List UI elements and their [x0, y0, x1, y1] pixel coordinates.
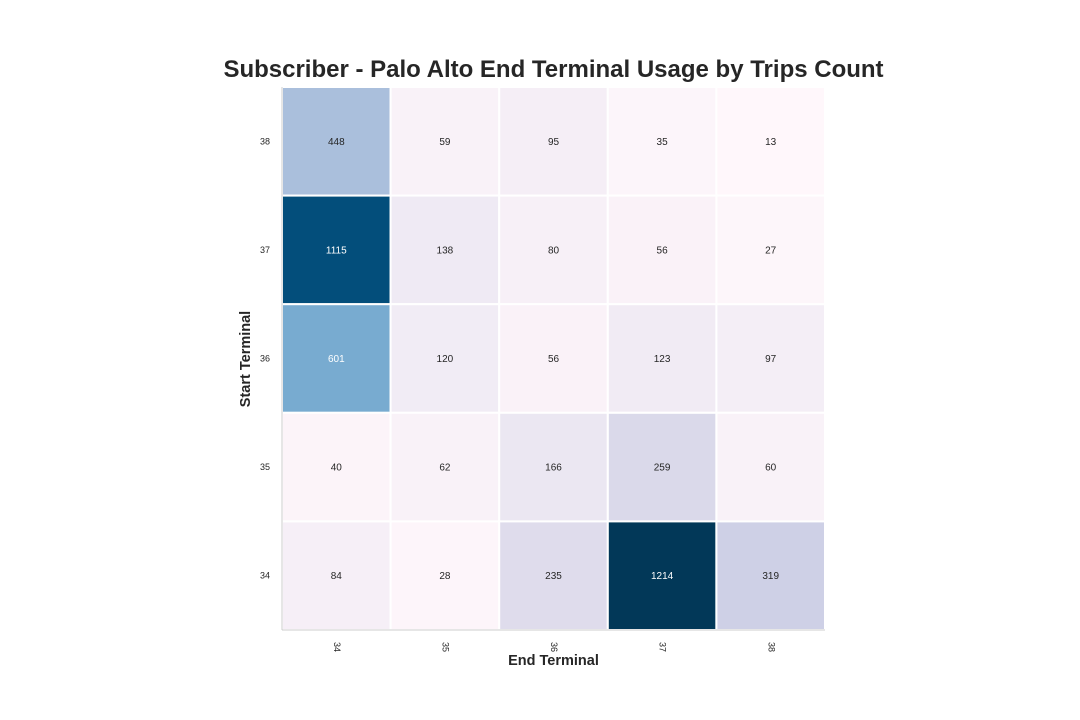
heatmap-cell-value: 1214 [651, 571, 674, 582]
heatmap-cell-value: 62 [439, 463, 451, 474]
heatmap-cell [715, 303, 827, 414]
heatmap-cell [498, 520, 609, 632]
heatmap-cell-value: 123 [654, 354, 671, 365]
heatmap-cell-labels: 448 59 95 35 13 1115 138 80 56 27 601 120 56 123 97 40 6… [326, 137, 780, 582]
heatmap-cell [715, 194, 827, 306]
heatmap-cell-value: 28 [439, 571, 451, 582]
y-tick-label: 34 [260, 571, 270, 581]
heatmap-cell-value: 1115 [326, 245, 347, 256]
heatmap-cell-value: 35 [657, 137, 669, 148]
y-tick-labels: 38 37 36 35 34 [260, 136, 270, 580]
heatmap-cell [606, 520, 718, 632]
x-tick-label: 34 [332, 642, 342, 652]
heatmap-cell-value: 80 [548, 245, 560, 256]
heatmap-cell [389, 303, 501, 414]
heatmap-cell-value: 259 [654, 463, 671, 474]
heatmap-cell-value: 27 [765, 245, 777, 256]
heatmap-cell-value: 40 [331, 463, 343, 474]
y-axis-label: Start Terminal [238, 310, 254, 408]
heatmap-cell-value: 84 [331, 571, 343, 582]
heatmap-cell-value: 138 [437, 245, 454, 256]
x-tick-label: 35 [441, 642, 451, 652]
heatmap-cell-value: 120 [437, 354, 454, 365]
heatmap-cell [281, 520, 392, 632]
heatmap-cell [389, 411, 501, 523]
heatmap-cell-value: 13 [765, 137, 777, 148]
heatmap-cell [498, 303, 609, 414]
heatmap-cell [498, 194, 609, 306]
heatmap-cell [389, 520, 501, 632]
heatmap-cell-value: 235 [545, 571, 562, 582]
x-tick-label: 37 [658, 642, 668, 652]
heatmap-cell-value: 448 [328, 137, 345, 148]
heatmap-cell-value: 95 [548, 137, 560, 148]
heatmap-cell [606, 303, 718, 414]
heatmap-cell [715, 520, 827, 632]
heatmap-cells [281, 86, 827, 632]
chart-title: Subscriber - Palo Alto End Terminal Usag… [223, 56, 884, 83]
x-tick-labels: 34 35 36 37 38 [332, 642, 776, 652]
x-tick-label: 38 [766, 642, 776, 652]
heatmap-cell [281, 411, 392, 523]
y-tick-label: 36 [260, 354, 270, 364]
heatmap-cell [498, 411, 609, 523]
y-tick-label: 38 [260, 136, 270, 146]
heatmap-cell-value: 601 [328, 354, 345, 365]
y-tick-label: 35 [260, 462, 270, 472]
heatmap-cell-value: 166 [545, 463, 562, 474]
heatmap-cell [498, 86, 609, 197]
heatmap-cell [715, 411, 827, 523]
heatmap-cell [606, 194, 718, 306]
heatmap-cell [281, 86, 392, 197]
heatmap-cell-value: 319 [762, 571, 779, 582]
heatmap-cell-value: 59 [439, 137, 451, 148]
x-axis-label: End Terminal [508, 653, 599, 669]
heatmap-cell-value: 97 [765, 354, 777, 365]
heatmap-cell-value: 60 [765, 463, 777, 474]
heatmap-cell-value: 56 [548, 354, 560, 365]
heatmap-cell-value: 56 [657, 245, 669, 256]
heatmap-cell [606, 411, 718, 523]
x-tick-label: 36 [549, 642, 559, 652]
heatmap-cell [389, 86, 501, 197]
y-tick-label: 37 [260, 245, 270, 255]
